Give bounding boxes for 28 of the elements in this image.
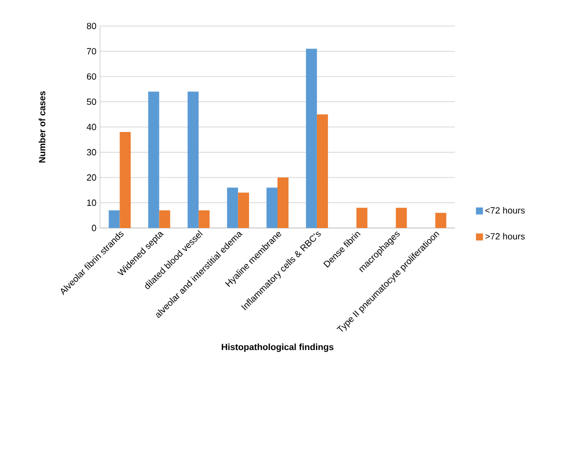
y-tick-label: 20 — [86, 174, 96, 181]
bar — [198, 210, 210, 228]
y-tick-label: 50 — [86, 98, 96, 105]
y-tick-label: 10 — [87, 200, 96, 206]
y-tick-label: 40 — [86, 124, 96, 130]
legend-label: >72 hours — [485, 232, 525, 240]
bar — [266, 188, 278, 228]
bar — [148, 92, 160, 228]
bar — [120, 132, 131, 228]
bar — [306, 48, 317, 228]
bar — [435, 212, 446, 228]
bar — [396, 208, 407, 228]
y-tick-label: 60 — [86, 73, 96, 80]
bar — [108, 210, 120, 228]
y-tick-label: 0 — [92, 224, 96, 232]
bar — [188, 92, 199, 228]
bar — [356, 208, 368, 228]
bar — [316, 114, 328, 228]
bar — [278, 177, 289, 228]
bar — [227, 188, 238, 228]
y-tick-label: 80 — [86, 22, 96, 30]
y-tick-label: 70 — [86, 48, 96, 54]
legend-label: <72 hours — [485, 206, 525, 214]
y-axis-title: Number of cases — [38, 91, 46, 163]
y-tick-label: 30 — [86, 149, 96, 156]
x-axis-title: Histopathological findings — [222, 344, 334, 352]
bar — [159, 210, 170, 228]
bar — [238, 192, 250, 228]
